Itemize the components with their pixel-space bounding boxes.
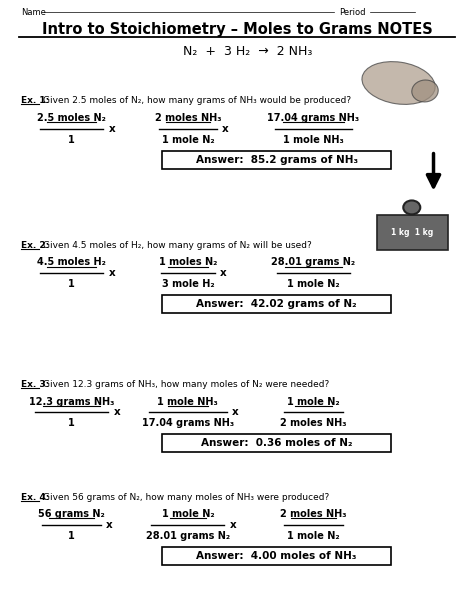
Text: x: x <box>109 124 115 134</box>
Text: 2 moles NH₃: 2 moles NH₃ <box>155 113 221 123</box>
Text: x: x <box>220 268 227 278</box>
Text: Ex. 3:: Ex. 3: <box>21 380 49 389</box>
Text: 1 kg  1 kg: 1 kg 1 kg <box>391 228 433 237</box>
Bar <box>163 295 391 313</box>
Text: 1 mole NH₃: 1 mole NH₃ <box>157 397 218 406</box>
Text: 4.5 moles H₂: 4.5 moles H₂ <box>37 257 106 267</box>
Bar <box>163 547 391 565</box>
Text: 3 mole H₂: 3 mole H₂ <box>162 279 214 289</box>
Text: 1 mole NH₃: 1 mole NH₃ <box>283 135 344 145</box>
Text: Ex. 1:: Ex. 1: <box>21 96 49 105</box>
Text: Given 56 grams of N₂, how many moles of NH₃ were produced?: Given 56 grams of N₂, how many moles of … <box>43 493 329 502</box>
Text: Ex. 2:: Ex. 2: <box>21 241 49 250</box>
Text: 1 mole N₂: 1 mole N₂ <box>287 397 340 406</box>
Text: 17.04 grams NH₃: 17.04 grams NH₃ <box>267 113 360 123</box>
Text: 1: 1 <box>68 418 75 429</box>
Text: 17.04 grams NH₃: 17.04 grams NH₃ <box>142 418 234 429</box>
Text: Ex. 4:: Ex. 4: <box>21 493 49 502</box>
Ellipse shape <box>362 62 435 105</box>
Ellipse shape <box>403 201 420 215</box>
Text: 1 mole N₂: 1 mole N₂ <box>162 509 214 519</box>
Text: N₂  +  3 H₂  →  2 NH₃: N₂ + 3 H₂ → 2 NH₃ <box>183 44 312 58</box>
Text: Given 12.3 grams of NH₃, how many moles of N₂ were needed?: Given 12.3 grams of NH₃, how many moles … <box>43 380 329 389</box>
Text: Answer:  85.2 grams of NH₃: Answer: 85.2 grams of NH₃ <box>196 154 358 165</box>
Bar <box>163 435 391 453</box>
Text: Answer:  0.36 moles of N₂: Answer: 0.36 moles of N₂ <box>201 438 353 448</box>
Text: 2 moles NH₃: 2 moles NH₃ <box>280 509 347 519</box>
Text: 28.01 grams N₂: 28.01 grams N₂ <box>146 531 230 541</box>
Text: Given 4.5 moles of H₂, how many grams of N₂ will be used?: Given 4.5 moles of H₂, how many grams of… <box>43 241 312 250</box>
Text: 1 mole N₂: 1 mole N₂ <box>162 135 214 145</box>
Text: 2 moles NH₃: 2 moles NH₃ <box>280 418 347 429</box>
Text: Period: Period <box>339 8 365 17</box>
Text: x: x <box>229 520 237 530</box>
Text: 1 mole N₂: 1 mole N₂ <box>287 531 340 541</box>
Text: x: x <box>113 407 120 418</box>
Bar <box>377 215 447 250</box>
Text: 1: 1 <box>68 531 75 541</box>
Text: Answer:  42.02 grams of N₂: Answer: 42.02 grams of N₂ <box>196 299 357 309</box>
Text: 2.5 moles N₂: 2.5 moles N₂ <box>37 113 106 123</box>
Text: 56 grams N₂: 56 grams N₂ <box>38 509 105 519</box>
Text: 12.3 grams NH₃: 12.3 grams NH₃ <box>29 397 114 406</box>
Text: Answer:  4.00 moles of NH₃: Answer: 4.00 moles of NH₃ <box>196 551 357 561</box>
Text: x: x <box>222 124 229 134</box>
Text: 1 mole N₂: 1 mole N₂ <box>287 279 340 289</box>
Ellipse shape <box>412 80 438 102</box>
Bar <box>163 151 391 169</box>
Text: 1: 1 <box>68 135 75 145</box>
Text: x: x <box>232 407 239 418</box>
Text: 28.01 grams N₂: 28.01 grams N₂ <box>272 257 356 267</box>
Text: x: x <box>106 520 113 530</box>
Text: Intro to Stoichiometry – Moles to Grams NOTES: Intro to Stoichiometry – Moles to Grams … <box>42 22 432 37</box>
Text: Name: Name <box>21 8 46 17</box>
Text: Given 2.5 moles of N₂, how many grams of NH₃ would be produced?: Given 2.5 moles of N₂, how many grams of… <box>43 96 351 105</box>
Text: 1: 1 <box>68 279 75 289</box>
Text: 1 moles N₂: 1 moles N₂ <box>159 257 217 267</box>
Text: x: x <box>109 268 115 278</box>
